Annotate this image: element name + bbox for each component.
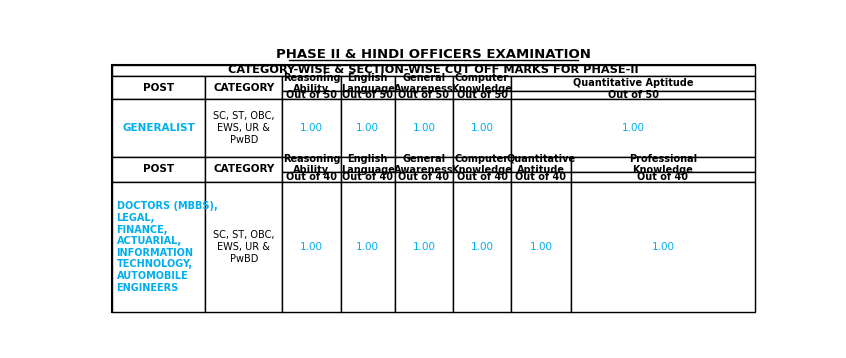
Bar <box>395 157 453 172</box>
Text: SC, ST, OBC,
EWS, UR &
PwBD: SC, ST, OBC, EWS, UR & PwBD <box>213 111 274 145</box>
Text: General
Awareness: General Awareness <box>394 73 453 94</box>
Text: Computer
Knowledge: Computer Knowledge <box>452 73 513 94</box>
Text: Out of 40: Out of 40 <box>342 172 393 182</box>
Text: CATEGORY-WISE & SECTION-WISE CUT OFF MARKS FOR PHASE-II: CATEGORY-WISE & SECTION-WISE CUT OFF MAR… <box>228 65 639 75</box>
Text: Out of 40: Out of 40 <box>638 172 689 182</box>
Text: English
Language: English Language <box>341 73 394 94</box>
Text: Quantitative
Aptitude: Quantitative Aptitude <box>507 154 575 175</box>
Bar <box>453 99 511 157</box>
Text: English
Language: English Language <box>341 154 394 175</box>
Bar <box>283 76 341 91</box>
Text: 1.00: 1.00 <box>651 242 674 252</box>
Text: 1.00: 1.00 <box>530 242 552 252</box>
Bar <box>395 182 453 313</box>
Bar <box>112 99 205 157</box>
Bar <box>341 91 395 99</box>
Bar <box>205 182 283 313</box>
Bar <box>395 172 453 182</box>
Text: POST: POST <box>143 164 174 174</box>
Text: Out of 40: Out of 40 <box>398 172 449 182</box>
Text: 1.00: 1.00 <box>470 123 493 133</box>
Bar <box>571 172 755 182</box>
Bar <box>453 157 511 172</box>
Text: Out of 40: Out of 40 <box>286 172 337 182</box>
Text: General
Awareness: General Awareness <box>394 154 453 175</box>
Bar <box>511 76 755 91</box>
Text: Out of 50: Out of 50 <box>457 90 508 100</box>
Bar <box>341 172 395 182</box>
Bar <box>453 76 511 91</box>
Bar <box>453 182 511 313</box>
Text: Reasoning
Ability: Reasoning Ability <box>283 73 340 94</box>
Bar <box>341 99 395 157</box>
Text: 1.00: 1.00 <box>622 123 645 133</box>
Bar <box>511 91 755 99</box>
Bar <box>112 157 205 182</box>
Text: GENERALIST: GENERALIST <box>122 123 195 133</box>
Bar <box>112 76 205 99</box>
Bar <box>341 157 395 172</box>
Bar <box>511 99 755 157</box>
Text: 1.00: 1.00 <box>412 123 436 133</box>
Text: 1.00: 1.00 <box>412 242 436 252</box>
Bar <box>341 76 395 91</box>
Bar <box>112 64 755 313</box>
Bar <box>283 157 341 172</box>
Text: Out of 50: Out of 50 <box>286 90 337 100</box>
Bar <box>395 99 453 157</box>
Bar <box>511 182 571 313</box>
Text: Out of 50: Out of 50 <box>342 90 393 100</box>
Text: 1.00: 1.00 <box>300 123 323 133</box>
Bar <box>571 157 755 172</box>
Text: Out of 50: Out of 50 <box>398 90 449 100</box>
Bar <box>395 91 453 99</box>
Text: DOCTORS (MBBS),
LEGAL,
FINANCE,
ACTUARIAL,
INFORMATION
TECHNOLOGY,
AUTOMOBILE
EN: DOCTORS (MBBS), LEGAL, FINANCE, ACTUARIA… <box>117 202 217 292</box>
Bar <box>453 91 511 99</box>
Text: Out of 40: Out of 40 <box>515 172 567 182</box>
Text: SC, ST, OBC,
EWS, UR &
PwBD: SC, ST, OBC, EWS, UR & PwBD <box>213 231 274 263</box>
Bar <box>341 182 395 313</box>
Text: Professional
Knowledge: Professional Knowledge <box>629 154 697 175</box>
Text: 1.00: 1.00 <box>356 123 379 133</box>
Bar <box>112 64 755 76</box>
Text: Out of 50: Out of 50 <box>607 90 659 100</box>
Bar <box>283 182 341 313</box>
Text: Quantitative Aptitude: Quantitative Aptitude <box>573 78 694 88</box>
Text: Reasoning
Ability: Reasoning Ability <box>283 154 340 175</box>
Text: CATEGORY: CATEGORY <box>213 164 274 174</box>
Text: POST: POST <box>143 83 174 93</box>
Bar <box>205 99 283 157</box>
Bar <box>205 157 283 182</box>
Bar <box>283 91 341 99</box>
Bar <box>395 76 453 91</box>
Text: Computer
Knowledge: Computer Knowledge <box>452 154 513 175</box>
Bar <box>453 172 511 182</box>
Text: 1.00: 1.00 <box>470 242 493 252</box>
Bar <box>283 172 341 182</box>
Text: 1.00: 1.00 <box>300 242 323 252</box>
Bar <box>283 99 341 157</box>
Bar <box>112 182 205 313</box>
Text: PHASE II & HINDI OFFICERS EXAMINATION: PHASE II & HINDI OFFICERS EXAMINATION <box>276 48 591 61</box>
Text: CATEGORY: CATEGORY <box>213 83 274 93</box>
Bar <box>511 172 571 182</box>
Bar <box>571 182 755 313</box>
Bar <box>511 157 571 172</box>
Bar <box>205 76 283 99</box>
Text: 1.00: 1.00 <box>356 242 379 252</box>
Text: Out of 40: Out of 40 <box>457 172 508 182</box>
